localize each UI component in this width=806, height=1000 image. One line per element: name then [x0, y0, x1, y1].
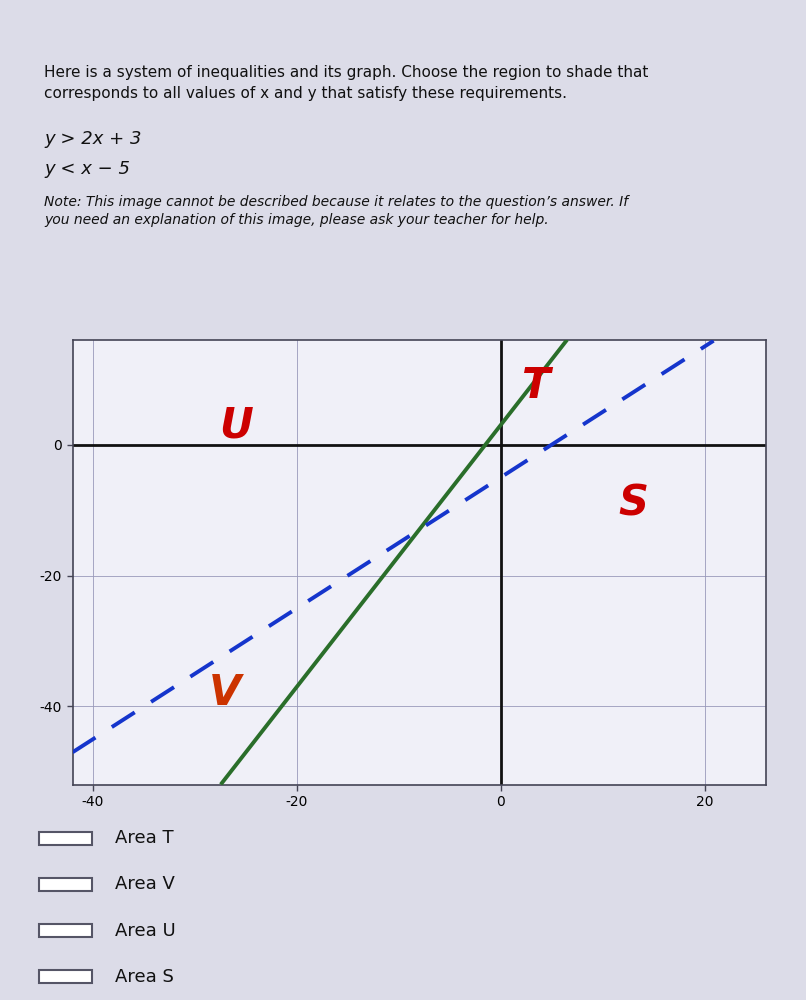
Text: Note: This image cannot be described because it relates to the question’s answer: Note: This image cannot be described bec… [44, 195, 629, 227]
Text: Area S: Area S [115, 968, 174, 986]
Text: V: V [210, 672, 242, 714]
Bar [39, 970, 93, 983]
Bar [39, 832, 93, 845]
Text: S: S [618, 483, 648, 525]
Text: U: U [218, 404, 252, 446]
Text: Here is a system of inequalities and its graph. Choose the region to shade that
: Here is a system of inequalities and its… [44, 65, 649, 101]
Text: y < x − 5: y < x − 5 [44, 160, 131, 178]
Bar [39, 924, 93, 937]
Text: T: T [522, 365, 550, 407]
Text: y > 2x + 3: y > 2x + 3 [44, 130, 142, 148]
Text: Area T: Area T [115, 829, 174, 847]
Text: Area V: Area V [115, 875, 175, 893]
Bar [39, 878, 93, 891]
Text: Area U: Area U [115, 922, 176, 940]
